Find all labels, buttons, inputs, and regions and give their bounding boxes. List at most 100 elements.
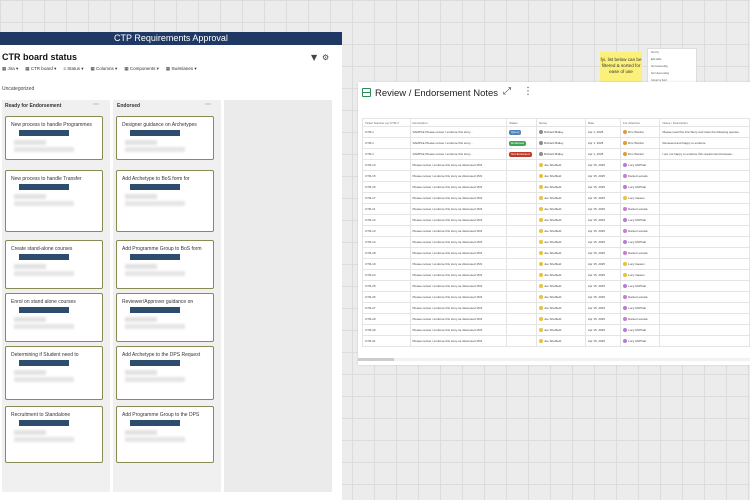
table-cell[interactable]: Richard Bailey: [536, 137, 586, 149]
board-card[interactable]: New process to handle Transfer: [5, 170, 103, 232]
table-cell[interactable]: Lucy McPhail: [620, 324, 661, 336]
table-cell[interactable]: Richard Bailey: [536, 148, 586, 160]
table-cell[interactable]: [659, 214, 750, 226]
table-cell[interactable]: Please review / endorse this story as di…: [409, 181, 508, 193]
table-cell[interactable]: CTR-17: [362, 192, 411, 204]
column-header[interactable]: Status: [506, 118, 538, 127]
menu-item[interactable]: Sort descending: [651, 72, 670, 75]
table-cell[interactable]: Dim Worder: [620, 137, 661, 149]
table-cell[interactable]: Lucy McPhail: [620, 236, 661, 248]
more-icon[interactable]: ⋯: [205, 102, 211, 108]
table-row[interactable]: CTR-1 SAMPLE Please review / endorse this…: [362, 126, 750, 138]
table-cell[interactable]: Apr 1, 2025: [584, 148, 622, 160]
table-cell[interactable]: Please review / endorse this story as di…: [409, 291, 508, 303]
table-cell[interactable]: Joe Sheffield: [536, 181, 586, 193]
table-cell[interactable]: Apr 1, 2025: [584, 137, 622, 149]
table-cell[interactable]: Please review / endorse this story as di…: [409, 236, 508, 248]
table-cell[interactable]: CTR-26: [362, 291, 411, 303]
kebab-icon[interactable]: ⋮: [523, 86, 533, 97]
table-cell[interactable]: Joe Sheffield: [536, 236, 586, 248]
table-cell[interactable]: [506, 236, 538, 248]
table-cell[interactable]: Apr 15, 2025: [584, 302, 622, 314]
table-cell[interactable]: Please review / endorse this story as di…: [409, 302, 508, 314]
table-cell[interactable]: Please review / endorse this story as di…: [409, 258, 508, 270]
table-row[interactable]: CTR-12 Please review / endorse this story…: [362, 214, 750, 226]
table-cell[interactable]: Please review / endorse this story as di…: [409, 313, 508, 325]
table-cell[interactable]: Please review / endorse this story as di…: [409, 269, 508, 281]
table-row[interactable]: CTR-24 Please review / endorse this story…: [362, 269, 750, 281]
table-cell[interactable]: Please review / endorse this story as di…: [409, 225, 508, 237]
table-cell[interactable]: Apr 15, 2025: [584, 181, 622, 193]
table-cell[interactable]: CTR-1: [362, 148, 411, 160]
table-cell[interactable]: [506, 247, 538, 259]
table-cell[interactable]: Apr 15, 2025: [584, 203, 622, 215]
board-card[interactable]: Reviewer/Approver guidance on: [116, 293, 214, 342]
table-cell[interactable]: Joe Sheffield: [536, 214, 586, 226]
table-cell[interactable]: Apr 15, 2025: [584, 269, 622, 281]
table-cell[interactable]: Apr 15, 2025: [584, 258, 622, 270]
table-cell[interactable]: Lucy McPhail: [620, 335, 661, 347]
table-cell[interactable]: Lucy McPhail: [620, 214, 661, 226]
table-cell[interactable]: CTR-27: [362, 302, 411, 314]
table-row[interactable]: CTR-13 Please review / endorse this story…: [362, 225, 750, 237]
column-header[interactable]: For Attention: [620, 118, 661, 127]
expand-icon[interactable]: ⤢: [503, 86, 511, 97]
table-cell[interactable]: Lucy Gawen: [620, 258, 661, 270]
toolbar-jira[interactable]: ▦ Jira ▾: [2, 66, 19, 71]
table-cell[interactable]: Joe Sheffield: [536, 159, 586, 171]
table-cell[interactable]: Daniel Lamata: [620, 291, 661, 303]
table-cell[interactable]: Joe Sheffield: [536, 192, 586, 204]
table-cell[interactable]: [659, 192, 750, 204]
table-cell[interactable]: [506, 324, 538, 336]
scroll-thumb[interactable]: [358, 358, 394, 361]
toolbar-components[interactable]: ▦ Components ▾: [124, 66, 159, 71]
table-cell[interactable]: [659, 291, 750, 303]
table-cell[interactable]: [506, 269, 538, 281]
table-cell[interactable]: Joe Sheffield: [536, 258, 586, 270]
table-cell[interactable]: Please review / endorse this story as di…: [409, 203, 508, 215]
toolbar-board[interactable]: ▦ CTR board ▾: [25, 66, 57, 71]
table-cell[interactable]: [506, 192, 538, 204]
table-cell[interactable]: [506, 170, 538, 182]
table-cell[interactable]: [506, 302, 538, 314]
board-card[interactable]: Add Archetype to the DPS Request: [116, 346, 214, 400]
menu-item[interactable]: Sort ascending: [651, 65, 668, 68]
table-cell[interactable]: Lucy Gawen: [620, 192, 661, 204]
column-header[interactable]: Name: [536, 118, 586, 127]
table-cell[interactable]: Please review / endorse this story as di…: [409, 159, 508, 171]
table-cell[interactable]: Apr 15, 2025: [584, 324, 622, 336]
table-cell[interactable]: [659, 302, 750, 314]
table-cell[interactable]: [506, 214, 538, 226]
table-cell[interactable]: [659, 181, 750, 193]
table-cell[interactable]: Joe Sheffield: [536, 203, 586, 215]
table-cell[interactable]: Joe Sheffield: [536, 170, 586, 182]
table-cell[interactable]: Joe Sheffield: [536, 324, 586, 336]
menu-item[interactable]: Sort by: [651, 51, 659, 54]
menu-item[interactable]: Group by field: [651, 79, 667, 82]
table-cell[interactable]: [659, 324, 750, 336]
table-row[interactable]: CTR-14 Please review / endorse this story…: [362, 236, 750, 248]
menu-item[interactable]: Edit table: [651, 58, 662, 61]
table-cell[interactable]: Lucy McPhail: [620, 280, 661, 292]
table-cell[interactable]: [659, 159, 750, 171]
table-cell[interactable]: [506, 203, 538, 215]
table-cell[interactable]: Endorsed: [506, 137, 538, 149]
table-cell[interactable]: Daniel Lamata: [620, 247, 661, 259]
table-cell[interactable]: CTR-31: [362, 335, 411, 347]
column-header[interactable]: Description: [409, 118, 508, 127]
column-header[interactable]: Ticket Number eg 'CTR-1': [362, 118, 411, 127]
table-cell[interactable]: CTR-29: [362, 313, 411, 325]
table-row[interactable]: CTR-13 Please review / endorse this story…: [362, 159, 750, 171]
table-cell[interactable]: [659, 225, 750, 237]
table-cell[interactable]: Apr 15, 2025: [584, 236, 622, 248]
table-cell[interactable]: Apr 15, 2025: [584, 247, 622, 259]
table-cell[interactable]: Daniel Lamata: [620, 203, 661, 215]
table-cell[interactable]: CTR-1: [362, 126, 411, 138]
table-cell[interactable]: Apr 15, 2025: [584, 313, 622, 325]
table-row[interactable]: CTR-31 Please review / endorse this story…: [362, 335, 750, 347]
table-cell[interactable]: CTR-1: [362, 137, 411, 149]
table-cell[interactable]: Joe Sheffield: [536, 225, 586, 237]
board-card[interactable]: Enrol on stand alone courses: [5, 293, 103, 342]
column-header[interactable]: Date: [584, 118, 622, 127]
table-cell[interactable]: Please review / endorse this story as di…: [409, 170, 508, 182]
